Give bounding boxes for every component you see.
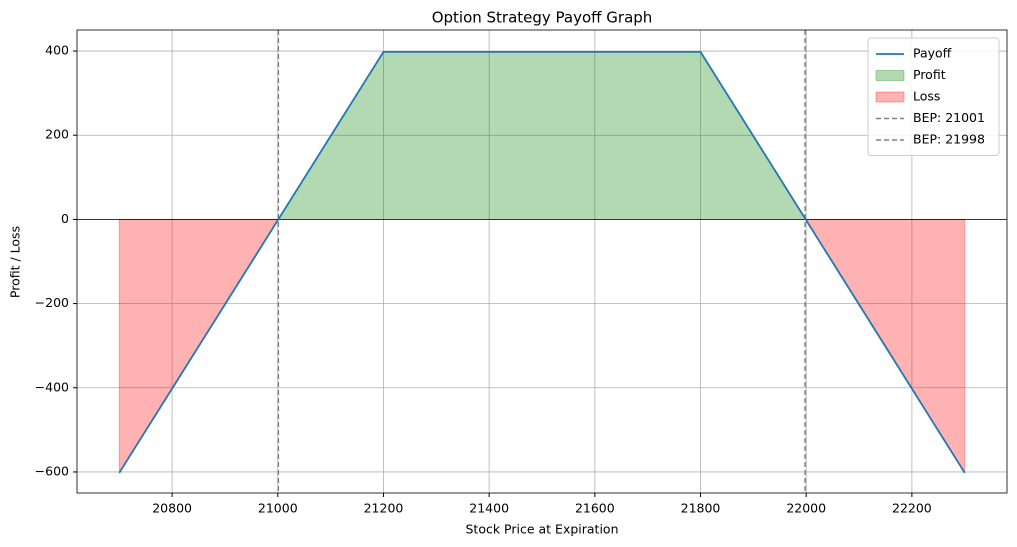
- y-axis-label: Profit / Loss: [8, 226, 23, 298]
- legend-box: [867, 37, 1000, 156]
- y-tick-label: 200: [45, 127, 69, 142]
- legend-label: Loss: [913, 89, 940, 104]
- legend-swatch: [875, 70, 905, 81]
- legend-label: BEP: 21001: [913, 110, 985, 125]
- x-tick-label: 22200: [892, 501, 932, 516]
- x-tick-label: 21200: [364, 501, 404, 516]
- y-tick-label: −400: [35, 379, 69, 394]
- y-tick-label: 0: [61, 211, 69, 226]
- x-axis-label: Stock Price at Expiration: [465, 522, 618, 537]
- legend-label: Profit: [913, 67, 946, 82]
- x-tick-label: 20800: [152, 501, 192, 516]
- x-tick-label: 21800: [681, 501, 721, 516]
- profit-area: [383, 51, 701, 220]
- payoff-line: [118, 50, 966, 474]
- chart-title: Option Strategy Payoff Graph: [432, 9, 653, 27]
- x-tick-label: 21400: [469, 501, 509, 516]
- x-tick-label: 21000: [258, 501, 298, 516]
- y-tick-label: −600: [35, 463, 69, 478]
- y-tick-label: −200: [35, 295, 69, 310]
- plot-frame: [76, 29, 1008, 494]
- legend-label: BEP: 21998: [913, 132, 985, 147]
- legend-label: Payoff: [913, 46, 952, 61]
- x-tick-label: 21600: [575, 501, 615, 516]
- y-tick-label: 400: [45, 43, 69, 58]
- legend-swatch: [875, 91, 905, 103]
- x-tick-label: 22000: [786, 501, 826, 516]
